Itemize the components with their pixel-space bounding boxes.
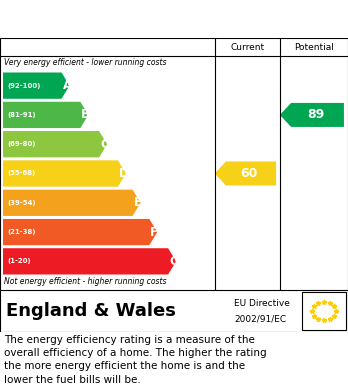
- Text: (81-91): (81-91): [7, 112, 35, 118]
- Text: Energy Efficiency Rating: Energy Efficiency Rating: [8, 11, 218, 27]
- Text: G: G: [169, 255, 179, 268]
- Text: England & Wales: England & Wales: [6, 302, 176, 320]
- Polygon shape: [3, 219, 157, 245]
- Text: (69-80): (69-80): [7, 141, 35, 147]
- Text: (55-68): (55-68): [7, 170, 35, 176]
- Text: 2002/91/EC: 2002/91/EC: [234, 315, 286, 324]
- Text: E: E: [134, 196, 142, 209]
- Polygon shape: [3, 131, 107, 157]
- Text: The energy efficiency rating is a measure of the
overall efficiency of a home. T: The energy efficiency rating is a measur…: [4, 335, 267, 385]
- Text: 60: 60: [240, 167, 258, 180]
- Text: Current: Current: [230, 43, 264, 52]
- Text: B: B: [81, 108, 90, 122]
- Polygon shape: [280, 103, 344, 127]
- Text: D: D: [119, 167, 129, 180]
- Text: C: C: [100, 138, 109, 151]
- Polygon shape: [3, 72, 70, 99]
- Text: Potential: Potential: [294, 43, 334, 52]
- Polygon shape: [215, 161, 276, 185]
- Polygon shape: [3, 190, 141, 216]
- Text: (39-54): (39-54): [7, 200, 35, 206]
- Text: (92-100): (92-100): [7, 83, 40, 89]
- Text: EU Directive: EU Directive: [234, 299, 290, 308]
- Text: Very energy efficient - lower running costs: Very energy efficient - lower running co…: [4, 58, 166, 67]
- Text: 89: 89: [307, 108, 324, 122]
- Text: (1-20): (1-20): [7, 258, 31, 264]
- Text: A: A: [63, 79, 72, 92]
- Polygon shape: [3, 102, 88, 128]
- Text: (21-38): (21-38): [7, 229, 35, 235]
- Text: Not energy efficient - higher running costs: Not energy efficient - higher running co…: [4, 277, 166, 286]
- Text: F: F: [150, 226, 158, 239]
- Bar: [302, 292, 346, 330]
- Polygon shape: [3, 160, 126, 187]
- Polygon shape: [3, 248, 176, 274]
